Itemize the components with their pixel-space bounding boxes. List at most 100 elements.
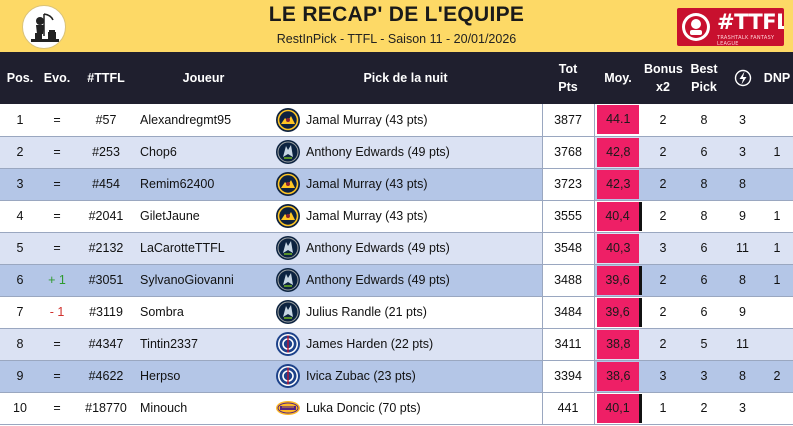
cell-pick: Anthony Edwards (49 pts): [306, 232, 542, 265]
cell-avg: 42,3: [594, 168, 642, 201]
cell-avg: 38,6: [594, 360, 642, 393]
cell-avg: 39,6: [594, 296, 642, 329]
col-header-best-line1: Best: [690, 62, 718, 76]
cell-avg: 39,6: [594, 264, 642, 297]
col-header-bonus-line2: x2: [656, 80, 670, 94]
cell-team-logo: [269, 392, 306, 425]
page-header: LE RECAP' DE L'EQUIPE RestInPick - TTFL …: [0, 0, 793, 52]
cell-evo: =: [40, 136, 74, 169]
cell-pos: 10: [0, 392, 40, 425]
cell-team-logo: [269, 168, 306, 201]
cell-player: Sombra: [138, 296, 269, 329]
cell-evo: =: [40, 392, 74, 425]
cell-streak: 9: [724, 296, 761, 329]
cell-pick: Jamal Murray (43 pts): [306, 168, 542, 201]
cell-pos: 7: [0, 296, 40, 329]
cell-best-pick: 5: [684, 328, 724, 361]
cell-total: 3411: [541, 328, 595, 361]
col-header-total-line1: Tot: [558, 62, 578, 76]
team-recap-table: Pos. Evo. #TTFL Joueur Pick de la nuit T…: [0, 52, 793, 425]
table-row: 7- 1 #3119 Sombra Julius Randle (21 pts) 348…: [0, 296, 793, 329]
avg-marker: [638, 201, 642, 231]
cell-evo: =: [40, 168, 74, 201]
col-header-best-pick: Best Pick: [684, 52, 724, 104]
cell-pick: Luka Doncic (70 pts): [306, 392, 542, 425]
cell-dnp: [761, 392, 793, 425]
nuggets-logo-icon: [275, 107, 301, 132]
cell-team-logo: [269, 264, 306, 297]
cell-player: SylvanoGiovanni: [138, 264, 269, 297]
cell-evo: =: [40, 360, 74, 393]
cell-streak: 8: [724, 264, 761, 297]
col-header-dnp: DNP: [763, 71, 791, 85]
timberwolves-logo-icon: [275, 140, 301, 164]
cell-avg: 40,3: [594, 232, 642, 265]
cell-pos: 3: [0, 168, 40, 201]
cell-dnp: 1: [761, 136, 793, 169]
table-row: 6 + 1 #3051 SylvanoGiovanni Anthony Edwards …: [0, 264, 793, 297]
cell-total: 3488: [541, 264, 595, 297]
cell-bonus: 2: [642, 200, 684, 233]
cell-streak: 11: [724, 328, 761, 361]
cell-total: 3548: [541, 232, 595, 265]
cell-streak: 3: [724, 392, 761, 425]
col-header-avg: Moy.: [604, 71, 632, 85]
cell-player: Herpso: [138, 360, 269, 393]
col-header-total: Tot Pts: [542, 52, 594, 104]
cell-ttfl-rank: #18770: [74, 392, 138, 425]
cell-pos: 8: [0, 328, 40, 361]
cell-team-logo: [269, 360, 306, 393]
cell-dnp: 1: [761, 264, 793, 297]
table-row: 5 = #2132 LaCarotteTTFL Anthony Edwards (49 …: [0, 232, 793, 265]
cell-avg: 40,1: [594, 392, 642, 425]
cell-bonus: 2: [642, 168, 684, 201]
cell-best-pick: 8: [684, 168, 724, 201]
table-body: 1 = #57 Alexandregmt95 Jamal Murray (43 pts)…: [0, 104, 793, 425]
col-header-bonus: Bonus x2: [642, 52, 684, 104]
cell-ttfl-rank: #2132: [74, 232, 138, 265]
cell-ttfl-rank: #2041: [74, 200, 138, 233]
avg-value: 40,3: [597, 233, 640, 263]
cell-ttfl-rank: #4347: [74, 328, 138, 361]
page-subtitle: RestInPick - TTFL - Saison 11 - 20/01/20…: [276, 32, 517, 46]
cell-bonus: 2: [642, 264, 684, 297]
cell-player: Chop6: [138, 136, 269, 169]
cell-streak: 11: [724, 232, 761, 265]
cell-dnp: 1: [761, 200, 793, 233]
cell-player: Tintin2337: [138, 328, 269, 361]
timberwolves-logo-icon: [275, 300, 301, 324]
cell-ttfl-rank: #3051: [74, 264, 138, 297]
cell-pick: Jamal Murray (43 pts): [306, 104, 542, 137]
cell-pick: James Harden (22 pts): [306, 328, 542, 361]
cell-team-logo: [269, 200, 306, 233]
cell-ttfl-rank: #57: [74, 104, 138, 137]
cell-streak: 8: [724, 168, 761, 201]
cell-best-pick: 8: [684, 104, 724, 137]
cell-team-logo: [269, 328, 306, 361]
cell-ttfl-rank: #4622: [74, 360, 138, 393]
cell-streak: 3: [724, 104, 761, 137]
avg-value: 39,6: [596, 265, 639, 295]
table-row: 9 = #4622 Herpso Ivica Zubac (23 pts) 3394 38,…: [0, 360, 793, 393]
cell-streak: 8: [724, 360, 761, 393]
avg-value: 44.1: [597, 105, 640, 135]
table-row: 10 = #18770 Minouch Luka Doncic (70 pts) 441 4…: [0, 392, 793, 425]
table-header-row: Pos. Evo. #TTFL Joueur Pick de la nuit T…: [0, 52, 793, 104]
cell-team-logo: [269, 232, 306, 265]
cell-pos: 5: [0, 232, 40, 265]
cell-ttfl-rank: #454: [74, 168, 138, 201]
cell-pos: 2: [0, 136, 40, 169]
col-header-best-line2: Pick: [691, 80, 717, 94]
cell-player: Remim62400: [138, 168, 269, 201]
avg-value: 38,8: [597, 329, 640, 359]
col-header-evo: Evo.: [43, 71, 71, 85]
cell-evo: =: [40, 328, 74, 361]
lightning-bolt-icon: [734, 70, 751, 87]
cell-evo: =: [40, 200, 74, 233]
cell-bonus: 2: [642, 136, 684, 169]
cell-dnp: [761, 328, 793, 361]
avg-marker: [638, 265, 642, 295]
col-header-player: Joueur: [182, 71, 225, 85]
table-row: 8 = #4347 Tintin2337 James Harden (22 pts) 34…: [0, 328, 793, 361]
cell-dnp: [761, 168, 793, 201]
